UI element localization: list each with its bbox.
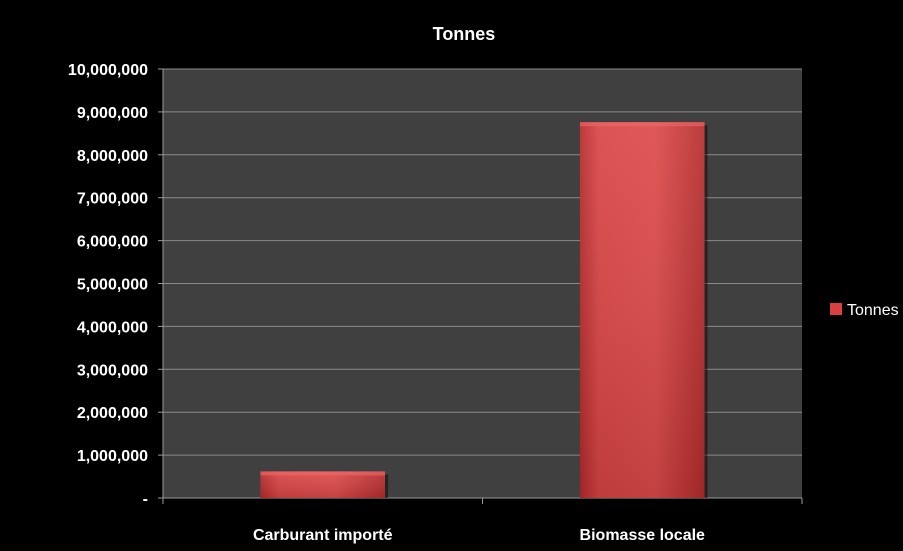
y-tick-label: 1,000,000	[77, 448, 148, 465]
y-axis-tick-labels: - 1,000,000 2,000,000 3,000,000 4,000,000 5,0…	[68, 62, 148, 508]
bar	[260, 471, 389, 498]
y-tick-label: 5,000,000	[77, 277, 148, 294]
y-tick-label: 4,000,000	[77, 319, 148, 336]
y-tick-label: -	[143, 491, 148, 508]
legend: Tonnes	[830, 302, 899, 319]
y-tick-label: 10,000,000	[68, 62, 148, 79]
legend-label: Tonnes	[847, 302, 899, 319]
y-tick-label: 3,000,000	[77, 362, 148, 379]
y-tick-label: 8,000,000	[77, 148, 148, 165]
bar	[579, 122, 708, 499]
x-category-label: Carburant importé	[253, 527, 393, 544]
x-category-label: Biomasse locale	[580, 527, 706, 544]
y-tick-label: 6,000,000	[77, 234, 148, 251]
x-axis-category-labels: Carburant importé Biomasse locale	[253, 527, 705, 544]
bars	[260, 122, 708, 499]
chart-title: Tonnes	[433, 24, 496, 44]
y-tick-label: 9,000,000	[77, 105, 148, 122]
y-tick-label: 2,000,000	[77, 405, 148, 422]
legend-swatch	[830, 303, 842, 315]
y-tick-label: 7,000,000	[77, 191, 148, 208]
